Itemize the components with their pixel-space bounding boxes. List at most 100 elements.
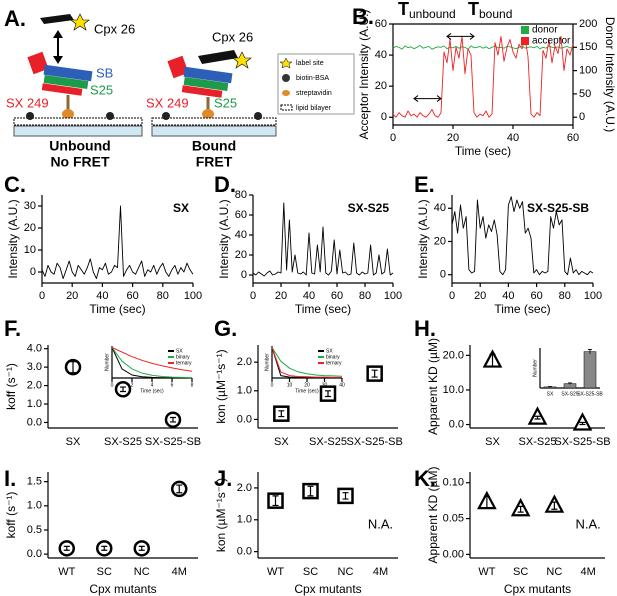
x-tick-label: 8 — [191, 382, 194, 388]
y-axis-label: kon (µM⁻¹s⁻¹) — [214, 478, 228, 552]
biotin-bsa — [162, 112, 170, 120]
y-tick-label: 60 — [235, 209, 247, 221]
y-tick-label: 1.0 — [27, 398, 42, 410]
category-label: 4M — [580, 566, 595, 578]
legend-swatch — [521, 26, 529, 34]
y-tick-label: 20.0 — [443, 349, 464, 361]
trace — [111, 347, 192, 379]
legend-text: lipid bilayer — [296, 105, 332, 112]
y-axis-label: Apparent KD (µM) — [426, 467, 440, 564]
s25 — [43, 74, 89, 90]
category-label: SX — [66, 436, 81, 448]
y-tick-label: 20 — [24, 222, 36, 234]
error-bar — [176, 484, 183, 494]
category-label: SC — [303, 566, 318, 578]
x-tick-label: 100 — [384, 290, 402, 302]
na-label: N.A. — [575, 516, 600, 531]
biotin-bsa — [26, 112, 34, 120]
error-bar — [551, 501, 558, 510]
x-axis-label: Cpx mutants — [89, 582, 156, 596]
panel-letter: B. — [352, 4, 374, 29]
panel-letter: K. — [414, 466, 436, 491]
trace — [271, 347, 343, 377]
y-axis-label: Apparent KD (µM) — [426, 338, 440, 435]
annotation-sub: bound — [479, 7, 512, 21]
surface — [151, 125, 277, 137]
chart: I. 0.0 0.5 1.0 1.5 WT SC NC 4M Cpx mutants koff (s… — [4, 466, 198, 596]
y-tick-label: 20 — [375, 80, 387, 92]
y-tick-label: 2.0 — [237, 356, 252, 368]
panel-letter: H. — [414, 316, 436, 341]
trace — [252, 202, 394, 277]
legend-text: ternary — [176, 360, 192, 366]
y-tick-label: 2.0 — [237, 482, 252, 494]
category-label: 4M — [172, 566, 187, 578]
trace — [451, 196, 594, 276]
y-tick-label: 0 — [241, 269, 247, 281]
x-tick-label: 4 — [151, 382, 154, 388]
y-tick-label: 40 — [434, 202, 446, 214]
chart-title: SX-S25-SB — [527, 201, 589, 215]
category-label: SX-S25-SB — [554, 436, 610, 448]
label: Unbound — [49, 138, 110, 154]
panel-letter: G. — [214, 316, 237, 341]
legend-box — [277, 53, 355, 115]
legend-text: streptavidin — [296, 90, 332, 97]
x-tick-label: 20 — [275, 290, 287, 302]
y-tick-label: 30 — [24, 200, 36, 212]
arrow-head — [53, 30, 63, 38]
label: SX 249 — [6, 95, 49, 110]
cpx — [40, 14, 74, 24]
x-tick-label: 80 — [359, 290, 371, 302]
error-bar — [70, 361, 76, 374]
y-tick-label: 10 — [24, 244, 36, 256]
y-tick-label: 40 — [375, 49, 387, 61]
y-tick-label: 0.0 — [449, 418, 464, 430]
y2-tick-label: 150 — [579, 41, 597, 53]
trace — [271, 347, 342, 379]
legend-text: donor — [532, 25, 558, 36]
category-label: SC — [513, 566, 528, 578]
label: Cpx 26 — [94, 21, 135, 36]
x-tick-label: 60 — [126, 290, 138, 302]
label: S25 — [214, 95, 237, 110]
y2-tick-label: 100 — [579, 65, 597, 77]
trace — [41, 205, 194, 280]
legend-icon — [280, 104, 293, 111]
y-tick-label: 80 — [235, 189, 247, 201]
trace — [111, 347, 193, 379]
error-bar — [588, 349, 592, 354]
legend-text: binary — [326, 354, 340, 360]
panel-letter: J. — [214, 466, 232, 491]
x-tick-label: 80 — [559, 290, 571, 302]
label-site — [232, 51, 252, 69]
category-label: SC — [97, 566, 112, 578]
x-tick-label: 60 — [567, 132, 579, 144]
legend-text: SX — [326, 348, 333, 354]
error-bar — [325, 390, 331, 398]
x-tick-label: 40 — [507, 132, 519, 144]
error-bar — [371, 369, 378, 378]
chart-title: SX — [173, 201, 189, 215]
annotation-sub: unbound — [409, 7, 456, 21]
category-label: SX-S25-SB — [347, 436, 403, 448]
sx-domain — [167, 55, 189, 79]
cpx — [198, 50, 238, 64]
y-axis-label: Number — [532, 359, 538, 377]
x-tick-label: 60 — [331, 290, 343, 302]
y-tick-label: 0.00 — [443, 548, 464, 560]
y-axis-label: kon (µM⁻¹s⁻¹) — [214, 349, 228, 423]
y-axis-label: Intensity (A.U.) — [416, 199, 430, 278]
s25 — [183, 76, 229, 92]
chart: K. 0.00 0.05 0.10 WT SC NC 4M Cpx mutants Apparen… — [414, 466, 605, 596]
x-axis-label: Time (sec) — [140, 388, 164, 394]
legend-icon — [282, 90, 290, 96]
y2-tick-label: 0 — [579, 111, 585, 123]
x-tick-label: 30 — [322, 382, 328, 388]
x-tick-label: 80 — [157, 290, 169, 302]
category-label: SX-S25 — [561, 391, 578, 397]
chart: G. 0.0 1.0 2.0 SX SX-S25 SX-S25-SB kon (µM⁻¹s⁻¹… — [214, 316, 403, 448]
y-axis-label: Number — [104, 353, 110, 371]
y-tick-label: 0.05 — [443, 512, 464, 524]
